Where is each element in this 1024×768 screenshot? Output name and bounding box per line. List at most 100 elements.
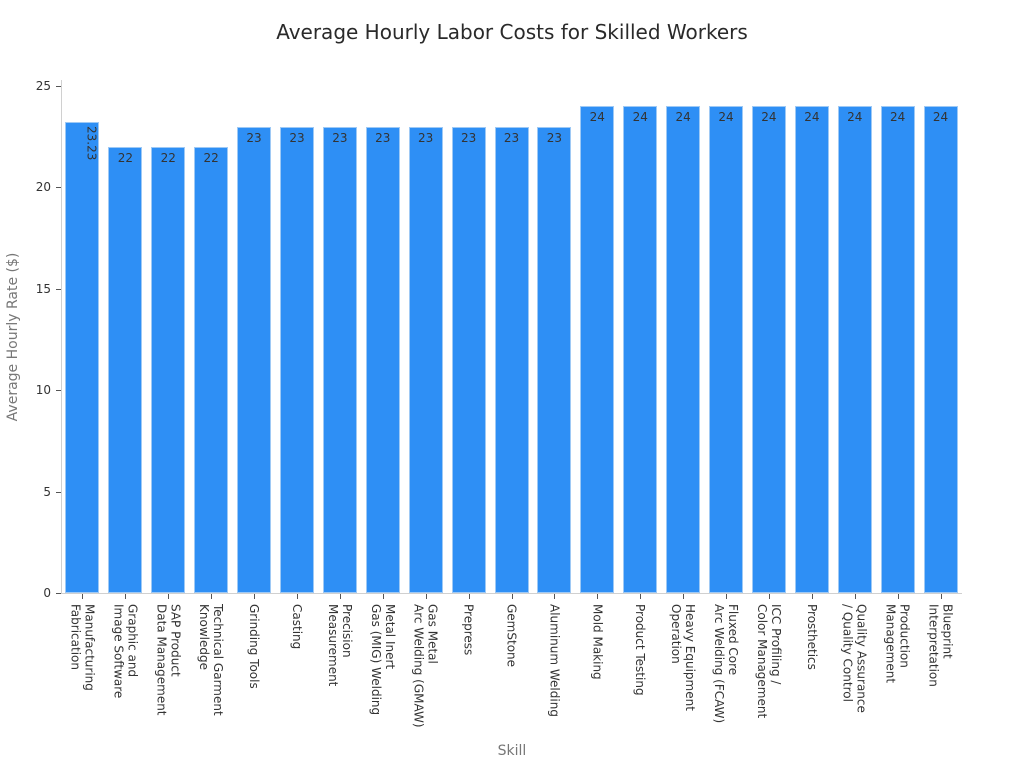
y-axis-line bbox=[61, 80, 62, 594]
bar[interactable]: 23.23 bbox=[65, 121, 100, 593]
x-axis-line bbox=[61, 593, 962, 594]
bar-value-label: 24 bbox=[890, 110, 906, 125]
bar-value-label: 24 bbox=[718, 110, 734, 125]
bar-value-label: 23 bbox=[460, 130, 477, 145]
bar[interactable]: 24 bbox=[580, 106, 615, 593]
x-axis-label: Skill bbox=[497, 743, 527, 759]
chart-title: Average Hourly Labor Costs for Skilled W… bbox=[276, 20, 748, 44]
x-tick-label: Blueprint Interpretation bbox=[926, 604, 955, 687]
bar[interactable]: 24 bbox=[666, 106, 701, 593]
y-tick-label: 25 bbox=[35, 79, 51, 93]
x-tick-mark bbox=[469, 594, 470, 599]
bar-value-label: 23 bbox=[332, 130, 348, 145]
x-tick-mark bbox=[211, 594, 212, 599]
y-axis-label: Average Hourly Rate ($) bbox=[5, 252, 21, 422]
bar[interactable]: 23 bbox=[408, 126, 443, 593]
bar-value-label: 24 bbox=[847, 110, 863, 125]
x-tick-label: Metal Inert Gas (MIG) Welding bbox=[368, 604, 397, 716]
y-tick-mark bbox=[56, 187, 61, 189]
x-tick-label: Prosthetics bbox=[804, 604, 819, 670]
bar[interactable]: 22 bbox=[151, 146, 186, 593]
x-tick-label: ICC Profiling / Color Management bbox=[754, 604, 783, 719]
x-tick-label: Product Testing bbox=[633, 604, 648, 696]
bar-value-label: 23 bbox=[418, 130, 434, 145]
bar[interactable]: 23 bbox=[365, 126, 400, 593]
x-tick-mark bbox=[254, 594, 255, 599]
y-tick: 0 bbox=[0, 586, 61, 607]
x-tick-label: GemStone bbox=[504, 604, 519, 668]
y-tick: 5 bbox=[0, 485, 61, 506]
x-tick-label: Precision Measurement bbox=[325, 604, 354, 687]
x-tick-mark bbox=[941, 594, 942, 599]
x-tick-mark bbox=[383, 594, 384, 599]
y-tick-mark bbox=[56, 491, 61, 493]
bar-value-label: 23 bbox=[375, 130, 391, 145]
bar[interactable]: 24 bbox=[751, 106, 786, 593]
x-tick-mark bbox=[125, 594, 126, 599]
x-tick-label: Fluxed Core Arc Welding (FCAW) bbox=[712, 604, 741, 724]
x-tick-label: Aluminum Welding bbox=[547, 604, 562, 717]
bar[interactable]: 24 bbox=[923, 106, 958, 593]
bar[interactable]: 22 bbox=[194, 146, 229, 593]
bar-value-label: 24 bbox=[589, 110, 605, 125]
x-tick-label: Prepress bbox=[461, 604, 476, 656]
y-tick-mark bbox=[56, 390, 61, 392]
x-tick-label: Technical Garment Knowledge bbox=[197, 604, 226, 716]
bar[interactable]: 23 bbox=[322, 126, 357, 593]
bar[interactable]: 24 bbox=[794, 106, 829, 593]
bar-value-label: 24 bbox=[675, 110, 691, 125]
bar-value-label: 24 bbox=[632, 110, 648, 125]
y-tick-label: 15 bbox=[35, 281, 51, 296]
bar-value-label: 24 bbox=[761, 110, 777, 125]
x-tick-label: Gas Metal Arc Welding (GMAW) bbox=[411, 604, 440, 728]
x-tick-mark bbox=[769, 594, 770, 599]
x-tick-mark bbox=[426, 594, 427, 599]
bar[interactable]: 24 bbox=[837, 106, 872, 593]
x-tick-mark bbox=[898, 594, 899, 599]
bar[interactable]: 23 bbox=[494, 126, 529, 593]
bar-value-label: 23 bbox=[503, 130, 520, 145]
bar-value-label: 22 bbox=[160, 150, 176, 165]
bar[interactable]: 24 bbox=[709, 106, 744, 593]
bar-value-label: 24 bbox=[932, 110, 949, 125]
x-tick-mark bbox=[855, 594, 856, 599]
y-tick-label: 10 bbox=[35, 383, 51, 398]
x-tick-mark bbox=[297, 594, 298, 599]
x-tick-mark bbox=[597, 594, 598, 599]
x-tick-label: Manufacturing Fabrication bbox=[68, 604, 97, 691]
x-tick-mark bbox=[812, 594, 813, 599]
y-tick: 15 bbox=[0, 282, 61, 303]
x-tick-mark bbox=[82, 594, 83, 599]
y-tick-label: 5 bbox=[43, 484, 51, 499]
bar-value-label: 24 bbox=[804, 110, 820, 125]
x-tick-label: Production Management bbox=[883, 604, 912, 684]
y-tick: 20 bbox=[0, 180, 61, 201]
x-tick-label: Heavy Equipment Operation bbox=[669, 604, 698, 711]
x-tick-label: Mold Making bbox=[590, 604, 605, 680]
y-tick: 10 bbox=[0, 383, 61, 404]
bar[interactable]: 24 bbox=[880, 106, 915, 593]
x-tick-mark bbox=[554, 594, 555, 599]
x-tick-mark bbox=[512, 594, 513, 599]
bar[interactable]: 23 bbox=[537, 126, 572, 593]
bar-value-label: 23 bbox=[246, 130, 262, 145]
bar[interactable]: 23 bbox=[451, 126, 486, 593]
x-tick-mark bbox=[683, 594, 684, 599]
y-tick-label: 0 bbox=[43, 586, 51, 600]
bar-value-label: 23.23 bbox=[84, 125, 99, 161]
x-tick-label: Casting bbox=[289, 604, 304, 650]
bar-value-label: 22 bbox=[203, 150, 219, 165]
y-tick-mark bbox=[56, 86, 61, 87]
bar-value-label: 23 bbox=[546, 130, 563, 145]
y-tick-mark bbox=[56, 593, 61, 594]
x-tick-mark bbox=[340, 594, 341, 599]
y-tick-label: 20 bbox=[35, 180, 51, 195]
y-tick-mark bbox=[56, 288, 61, 290]
x-tick-label: Quality Assurance / Quality Control bbox=[840, 604, 869, 713]
bar[interactable]: 22 bbox=[108, 146, 143, 593]
bar[interactable]: 23 bbox=[237, 126, 272, 593]
bar[interactable]: 23 bbox=[279, 126, 314, 593]
bar[interactable]: 24 bbox=[623, 106, 658, 593]
x-tick-mark bbox=[640, 594, 641, 599]
x-tick-label: Grinding Tools bbox=[247, 604, 262, 689]
